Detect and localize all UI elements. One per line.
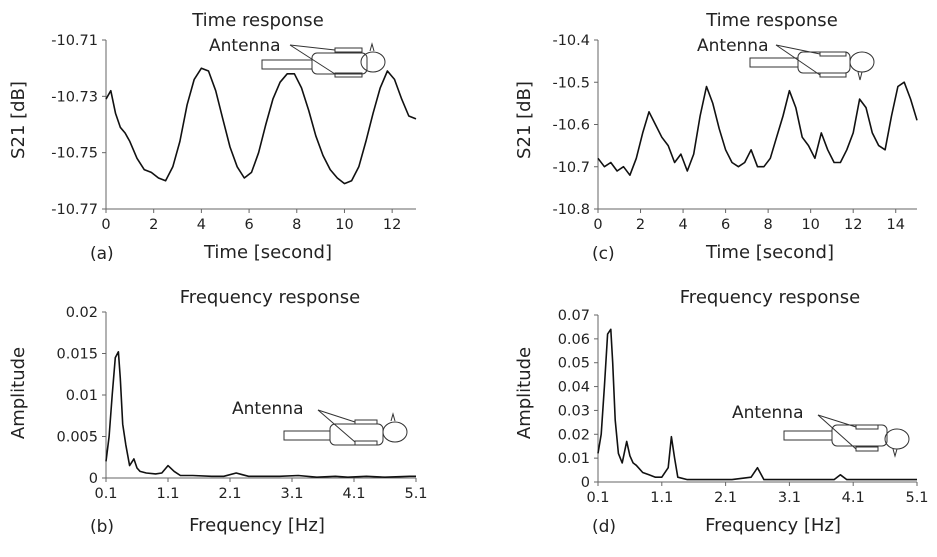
x-tick-label: 4 bbox=[678, 217, 687, 233]
x-tick-label: 2 bbox=[636, 217, 645, 233]
x-tick-label: 4.1 bbox=[842, 490, 865, 506]
y-tick-label: 0.015 bbox=[56, 347, 98, 363]
panel-c-antenna-icon bbox=[749, 44, 875, 81]
x-tick-label: 5.1 bbox=[905, 490, 928, 506]
x-tick-label: 2.1 bbox=[714, 490, 737, 506]
x-tick-label: 8 bbox=[764, 217, 773, 233]
panel-a-ylabel: S21 [dB] bbox=[8, 81, 29, 159]
y-tick-label: -10.71 bbox=[51, 33, 98, 49]
plot-area-a: 0 2 4 6 8 10 12 -10.71 -10.73 -10.75 -10.77 bbox=[51, 33, 417, 233]
y-tick-label: -10.8 bbox=[552, 202, 590, 218]
x-tick-label: 6 bbox=[721, 217, 730, 233]
x-tick-label: 3.1 bbox=[778, 490, 801, 506]
x-tick-label: 0 bbox=[593, 217, 602, 233]
x-tick-label: 1.1 bbox=[650, 490, 673, 506]
panel-a-antenna-label: Antenna bbox=[209, 36, 281, 56]
y-tick-label: -10.7 bbox=[552, 160, 590, 176]
x-tick-label: 5.1 bbox=[404, 486, 427, 502]
x-tick-label: 3.1 bbox=[280, 486, 303, 502]
y-tick-label: 0.05 bbox=[558, 356, 590, 372]
x-tick-label: 0 bbox=[101, 217, 110, 233]
panel-b-label: (b) bbox=[90, 517, 114, 537]
x-tick-label: 2 bbox=[149, 217, 158, 233]
y-tick-label: 0.03 bbox=[558, 403, 590, 419]
y-tick-label: -10.4 bbox=[552, 33, 590, 49]
panel-d-ylabel: Amplitude bbox=[514, 347, 535, 439]
panel-b-antenna-label: Antenna bbox=[232, 399, 304, 419]
y-tick-label: 0.06 bbox=[558, 332, 590, 348]
panel-c-title: Time response bbox=[705, 10, 838, 31]
series-line-c bbox=[597, 81, 918, 176]
panel-c-xlabel: Time [second] bbox=[705, 242, 834, 263]
series-line-a bbox=[105, 67, 417, 185]
y-tick-label: 0.02 bbox=[558, 427, 590, 443]
x-tick-label: 0.1 bbox=[586, 490, 609, 506]
panel-d-xlabel: Frequency [Hz] bbox=[705, 515, 841, 536]
panel-d-antenna-icon bbox=[783, 414, 910, 458]
y-tick-label: 0 bbox=[89, 471, 98, 487]
panel-a-title: Time response bbox=[191, 10, 324, 31]
panel-b-title: Frequency response bbox=[180, 287, 360, 308]
y-tick-label: -10.77 bbox=[51, 202, 98, 218]
panel-d: Frequency response Frequency [Hz] Amplit… bbox=[514, 287, 910, 537]
panel-b: Frequency response Frequency [Hz] Amplit… bbox=[8, 287, 408, 537]
x-tick-label: 4.1 bbox=[342, 486, 365, 502]
x-tick-label: 14 bbox=[887, 217, 905, 233]
x-tick-label: 1.1 bbox=[156, 486, 179, 502]
y-tick-label: 0.04 bbox=[558, 380, 590, 396]
panel-a: Time response Time [second] S21 [dB] (a)… bbox=[8, 10, 386, 264]
y-tick-label: -10.75 bbox=[51, 146, 98, 162]
x-tick-label: 10 bbox=[801, 217, 819, 233]
plot-area-b: 0.1 1.1 2.1 3.1 4.1 5.1 0 0.005 0.01 0.015 0.02 bbox=[56, 305, 427, 502]
y-tick-label: 0 bbox=[581, 475, 590, 491]
panel-d-title: Frequency response bbox=[680, 287, 860, 308]
series-line-d bbox=[597, 328, 917, 481]
panel-a-xlabel: Time [second] bbox=[203, 242, 332, 263]
y-tick-label: -10.73 bbox=[51, 89, 98, 105]
x-tick-label: 6 bbox=[244, 217, 253, 233]
y-tick-label: 0.07 bbox=[558, 308, 590, 324]
panel-a-antenna-icon bbox=[261, 42, 386, 78]
x-tick-label: 8 bbox=[292, 217, 301, 233]
y-tick-label: 0.01 bbox=[66, 388, 98, 404]
x-tick-label: 12 bbox=[844, 217, 862, 233]
y-tick-label: 0.02 bbox=[66, 305, 98, 321]
plot-area-c: 0 2 4 6 8 10 12 14 -10.4 -10.5 -10.6 -10.7 -10.8 bbox=[552, 33, 918, 233]
panel-c-antenna-label: Antenna bbox=[697, 36, 769, 56]
panel-b-ylabel: Amplitude bbox=[8, 347, 29, 439]
y-tick-label: 0.01 bbox=[558, 451, 590, 467]
y-tick-label: -10.5 bbox=[552, 75, 590, 91]
panel-c-label: (c) bbox=[592, 244, 615, 264]
panel-a-label: (a) bbox=[90, 244, 114, 264]
x-tick-label: 0.1 bbox=[94, 486, 117, 502]
panel-d-label: (d) bbox=[592, 517, 616, 537]
x-tick-label: 2.1 bbox=[218, 486, 241, 502]
y-tick-label: 0.005 bbox=[56, 430, 98, 446]
panel-c: Time response Time [second] S21 [dB] (c)… bbox=[514, 10, 875, 264]
plot-area-d: 0.1 1.1 2.1 3.1 4.1 5.1 0 0.01 0.02 0.03 0.04 0.05 0… bbox=[558, 308, 929, 506]
panel-b-xlabel: Frequency [Hz] bbox=[189, 515, 325, 536]
series-line-b bbox=[105, 350, 416, 479]
x-tick-label: 10 bbox=[335, 217, 353, 233]
panel-b-antenna-icon bbox=[283, 409, 408, 446]
x-tick-label: 4 bbox=[197, 217, 206, 233]
y-tick-label: -10.6 bbox=[552, 118, 590, 134]
panel-c-ylabel: S21 [dB] bbox=[514, 81, 535, 159]
panel-d-antenna-label: Antenna bbox=[732, 403, 804, 423]
x-tick-label: 12 bbox=[383, 217, 401, 233]
